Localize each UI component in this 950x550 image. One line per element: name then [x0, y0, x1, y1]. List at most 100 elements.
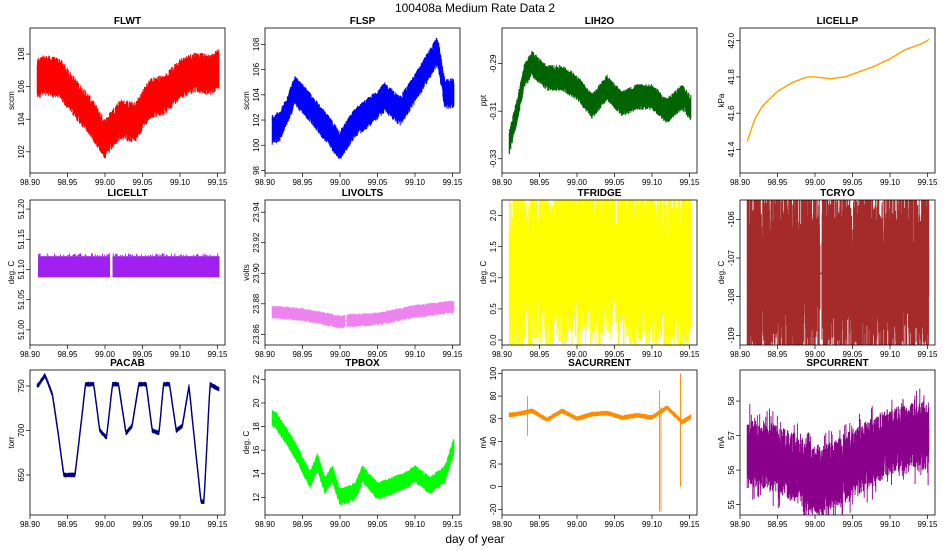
y-tick-label: -106 [727, 211, 736, 228]
x-tick-label: 99.15 [679, 350, 700, 359]
y-tick-label: 16 [252, 445, 261, 454]
y-tick-label: -0.33 [489, 149, 498, 168]
x-tick-label: 98.90 [255, 178, 276, 187]
panel-livolts: LIVOLTS 98.90 98.95 99.00 99.05 99.10 99.15 23.… [242, 188, 463, 359]
x-tick-label: 98.95 [529, 520, 550, 529]
y-tick-label: 56 [727, 465, 736, 474]
x-tick-label: 99.00 [95, 350, 116, 359]
y-tick-label: 23.90 [252, 263, 261, 284]
x-tick-label: 99.00 [330, 350, 351, 359]
y-tick-label: 51.00 [17, 319, 26, 340]
y-tick-label: 51.05 [17, 289, 26, 310]
x-tick-label: 99.15 [679, 178, 700, 187]
y-tick-label: 0 [489, 484, 498, 489]
y-tick-label: -107 [727, 249, 736, 266]
data-trace [508, 200, 692, 345]
y-tick-label: 104 [17, 112, 26, 126]
data-trend-line [37, 68, 219, 140]
y-tick-label: 102 [17, 145, 26, 159]
x-tick-label: 99.15 [207, 178, 228, 187]
x-tick-label: 98.90 [20, 350, 41, 359]
x-tick-label: 99.00 [805, 520, 826, 529]
chart-main-title: 100408a Medium Rate Data 2 [394, 1, 556, 15]
y-axis-label: sccm [242, 91, 251, 110]
panel-lih2o: LIH2O 98.90 98.95 99.00 99.05 99.10 99.15 -0.33… [479, 16, 700, 187]
y-tick-label: 650 [17, 468, 26, 482]
y-tick-label: 51.15 [17, 229, 26, 250]
panel-sacurrent: SACURRENT 98.90 98.95 99.00 99.05 99.10 99.15 -… [479, 358, 700, 529]
data-trace [36, 49, 220, 159]
plot-frame [501, 369, 698, 516]
panel-title: PACAB [110, 358, 145, 369]
data-trace [271, 37, 455, 159]
plot-frame [29, 369, 226, 516]
x-axis-label: day of year [445, 532, 505, 546]
y-tick-label: 42.0 [727, 32, 736, 48]
panel-tfridge: TFRIDGE 98.90 98.95 99.00 99.05 99.10 99.15 0.0… [479, 188, 700, 359]
x-tick-label: 98.90 [20, 178, 41, 187]
y-tick-label: 12 [252, 492, 261, 501]
y-tick-label: 23.94 [252, 202, 261, 223]
series-spcurrent [746, 388, 930, 515]
x-tick-label: 98.90 [730, 178, 751, 187]
y-tick-label: 106 [17, 79, 26, 93]
y-tick-label: 104 [252, 88, 261, 102]
x-tick-label: 99.15 [442, 350, 463, 359]
x-tick-label: 99.05 [367, 520, 388, 529]
y-tick-label: 0.5 [489, 303, 498, 315]
y-tick-label: 98 [252, 165, 261, 174]
x-tick-label: 99.00 [95, 520, 116, 529]
x-tick-label: 99.05 [367, 178, 388, 187]
data-trace [508, 373, 692, 512]
x-tick-label: 98.90 [492, 178, 513, 187]
plot-frame [739, 199, 936, 346]
y-tick-label: -0.29 [489, 54, 498, 73]
y-tick-label: 41.6 [727, 105, 736, 121]
x-tick-label: 99.10 [880, 520, 901, 529]
x-tick-label: 99.15 [917, 520, 938, 529]
y-tick-label: 100 [489, 366, 498, 380]
y-tick-label: 100 [252, 138, 261, 152]
panel-title: LIH2O [585, 16, 615, 27]
y-tick-label: 23.92 [252, 232, 261, 253]
data-trace [36, 373, 220, 504]
y-tick-label: 700 [17, 423, 26, 437]
x-tick-label: 98.95 [57, 350, 78, 359]
y-tick-label: 55 [727, 500, 736, 509]
x-tick-label: 98.95 [767, 350, 788, 359]
panel-title: LICELLP [817, 16, 859, 27]
data-trend-line [272, 306, 454, 323]
x-tick-label: 99.00 [330, 520, 351, 529]
x-tick-label: 99.05 [604, 520, 625, 529]
y-tick-label: 750 [17, 379, 26, 393]
x-tick-label: 98.95 [529, 178, 550, 187]
series-tfridge [508, 200, 692, 345]
y-tick-label: 108 [252, 37, 261, 51]
panel-title: TCRYO [820, 188, 855, 199]
y-tick-label: 51.20 [17, 199, 26, 220]
x-tick-label: 99.05 [842, 520, 863, 529]
panel-title: FLSP [350, 16, 376, 27]
y-tick-label: 20 [252, 398, 261, 407]
data-trend-line [747, 39, 929, 140]
y-axis-label: volts [242, 264, 251, 280]
series-livolts [271, 300, 455, 329]
x-tick-label: 98.95 [767, 520, 788, 529]
y-axis-label: ppt [479, 94, 488, 106]
panel-flsp: FLSP 98.90 98.95 99.00 99.05 99.10 99.15 98 100 1… [242, 16, 463, 187]
x-tick-label: 99.00 [95, 178, 116, 187]
data-band [112, 256, 220, 278]
panel-spcurrent: SPCURRENT 98.90 98.95 99.00 99.05 99.10 99.15 5… [717, 358, 938, 529]
panel-pacab: PACAB 98.90 98.95 99.00 99.05 99.10 99.15 650 70… [7, 358, 228, 529]
data-trend-line [509, 406, 691, 423]
x-tick-label: 99.15 [917, 350, 938, 359]
x-tick-label: 99.05 [842, 350, 863, 359]
x-tick-label: 99.10 [405, 178, 426, 187]
panel-tcryo: TCRYO 98.90 98.95 99.00 99.05 99.10 99.15 -109 -… [717, 188, 938, 359]
y-axis-label: deg. C [242, 430, 251, 454]
x-tick-label: 99.15 [207, 350, 228, 359]
series-pacab [36, 373, 220, 504]
y-tick-label: 1.0 [489, 272, 498, 284]
y-tick-label: 0.0 [489, 334, 498, 346]
